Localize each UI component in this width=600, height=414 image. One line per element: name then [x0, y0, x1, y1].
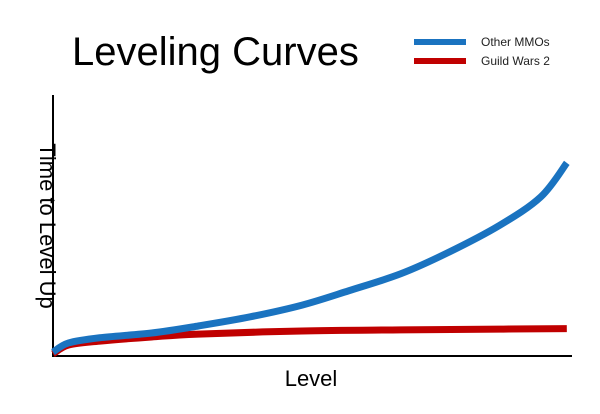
legend-label-other-mmos: Other MMOs [481, 35, 550, 49]
x-axis-label: Level [285, 366, 338, 391]
legend-label-guild-wars-2: Guild Wars 2 [481, 54, 550, 68]
legend: Other MMOs Guild Wars 2 [414, 35, 550, 68]
series-line-other-mmos [51, 160, 570, 356]
y-axis-label: Time to Level Up [35, 143, 60, 308]
chart-title: Leveling Curves [72, 30, 359, 74]
